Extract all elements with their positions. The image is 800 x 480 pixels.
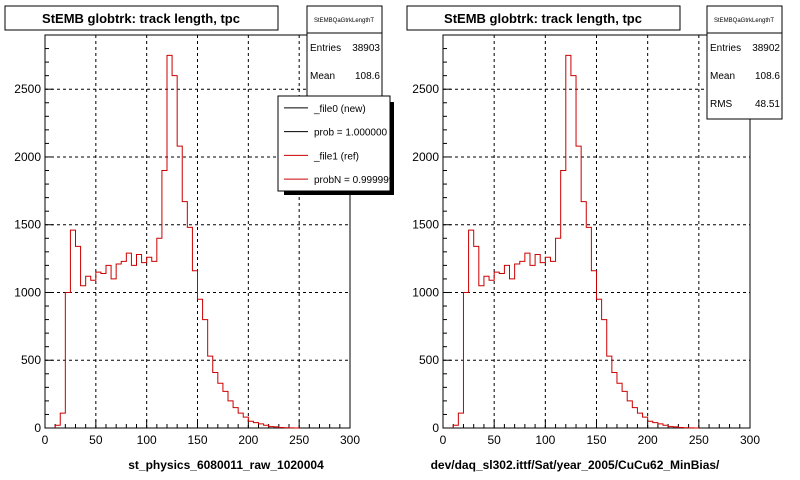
x-tick-label: 250 (289, 433, 309, 447)
right-stats-mean-value: 108.6 (755, 71, 780, 82)
left-x-axis-label: st_physics_6080011_raw_1020004 (128, 458, 324, 472)
x-tick-label: 100 (535, 433, 555, 447)
y-tick-label: 500 (21, 353, 41, 367)
right-stats-frame (706, 5, 783, 120)
right-title-frame (406, 5, 681, 31)
x-tick-label: 0 (440, 433, 447, 447)
legend-box: _file0 (new) prob = 1.000000 _file1 (ref) p… (277, 95, 395, 195)
y-tick-label: 2000 (14, 150, 41, 164)
left-title-frame (4, 5, 279, 31)
legend-entries: _file0 (new) prob = 1.000000 _file1 (ref) p… (284, 104, 395, 186)
legend-entry-label: _file0 (new) (313, 104, 366, 115)
x-tick-label: 250 (689, 433, 709, 447)
right-axis-ticks: 0 50 100 150 200 250 300 0 500 1000 1500 2000 2500 (412, 34, 760, 447)
x-tick-label: 150 (187, 433, 207, 447)
right-stats-mean-label: Mean (710, 71, 735, 82)
y-tick-label: 0 (432, 421, 439, 435)
y-tick-label: 0 (34, 421, 41, 435)
left-chart-title: StEMB globtrk: track length, tpc (42, 11, 240, 26)
y-tick-label: 2500 (412, 82, 439, 96)
legend-entry-label: prob = 1.000000 (314, 128, 388, 139)
legend-entry-label: probN = 0.999999 (314, 175, 395, 186)
right-stats-rms-label: RMS (710, 99, 733, 110)
right-plot-frame (442, 34, 751, 429)
x-tick-label: 100 (137, 433, 157, 447)
right-title-box: StEMB globtrk: track length, tpc (406, 5, 681, 31)
x-tick-label: 200 (238, 433, 258, 447)
y-tick-label: 1500 (14, 218, 41, 232)
y-tick-label: 500 (419, 353, 439, 367)
left-plot-frame (44, 34, 351, 429)
left-axis-ticks: 0 50 100 150 200 250 300 0 500 1000 1500 2000 2500 (14, 34, 360, 447)
x-tick-label: 300 (740, 433, 760, 447)
left-stats-entries-value: 38903 (352, 43, 380, 54)
y-tick-label: 2000 (412, 150, 439, 164)
left-histogram-panel: 0 50 100 150 200 250 300 0 500 1000 1500 2000 2500 S… (4, 5, 395, 472)
right-chart-title: StEMB globtrk: track length, tpc (444, 11, 642, 26)
right-stats-name: StEMBQaGtrkLengthT (714, 18, 774, 24)
right-stats-entries-label: Entries (710, 43, 741, 54)
right-stats-entries-value: 38902 (752, 43, 780, 54)
left-stats-mean-value: 108.6 (355, 71, 380, 82)
y-tick-label: 1000 (14, 285, 41, 299)
legend-entry-label: _file1 (ref) (313, 151, 359, 162)
right-x-axis-label: dev/daq_sl302.ittf/Sat/year_2005/CuCu62_… (431, 458, 720, 472)
y-tick-label: 1500 (412, 218, 439, 232)
y-tick-label: 1000 (412, 285, 439, 299)
left-stats-name: StEMBQaGtrkLengthT (314, 18, 374, 24)
left-title-box: StEMB globtrk: track length, tpc (4, 5, 279, 31)
x-tick-label: 300 (340, 433, 360, 447)
x-tick-label: 50 (89, 433, 103, 447)
x-tick-label: 200 (638, 433, 658, 447)
left-stats-mean-label: Mean (310, 71, 335, 82)
right-stats-box: StEMBQaGtrkLengthT Entries 38902 Mean 10… (706, 5, 783, 120)
x-tick-label: 0 (42, 433, 49, 447)
y-tick-label: 2500 (14, 82, 41, 96)
x-tick-label: 150 (586, 433, 606, 447)
left-histogram-line (54, 54, 300, 429)
right-stats-rms-value: 48.51 (755, 99, 780, 110)
x-tick-label: 50 (487, 433, 501, 447)
left-stats-entries-label: Entries (310, 43, 341, 54)
right-histogram-line (452, 54, 699, 429)
legend-frame (277, 95, 391, 192)
right-histogram-panel: 0 50 100 150 200 250 300 0 500 1000 1500 2000 2500 S… (406, 5, 783, 472)
